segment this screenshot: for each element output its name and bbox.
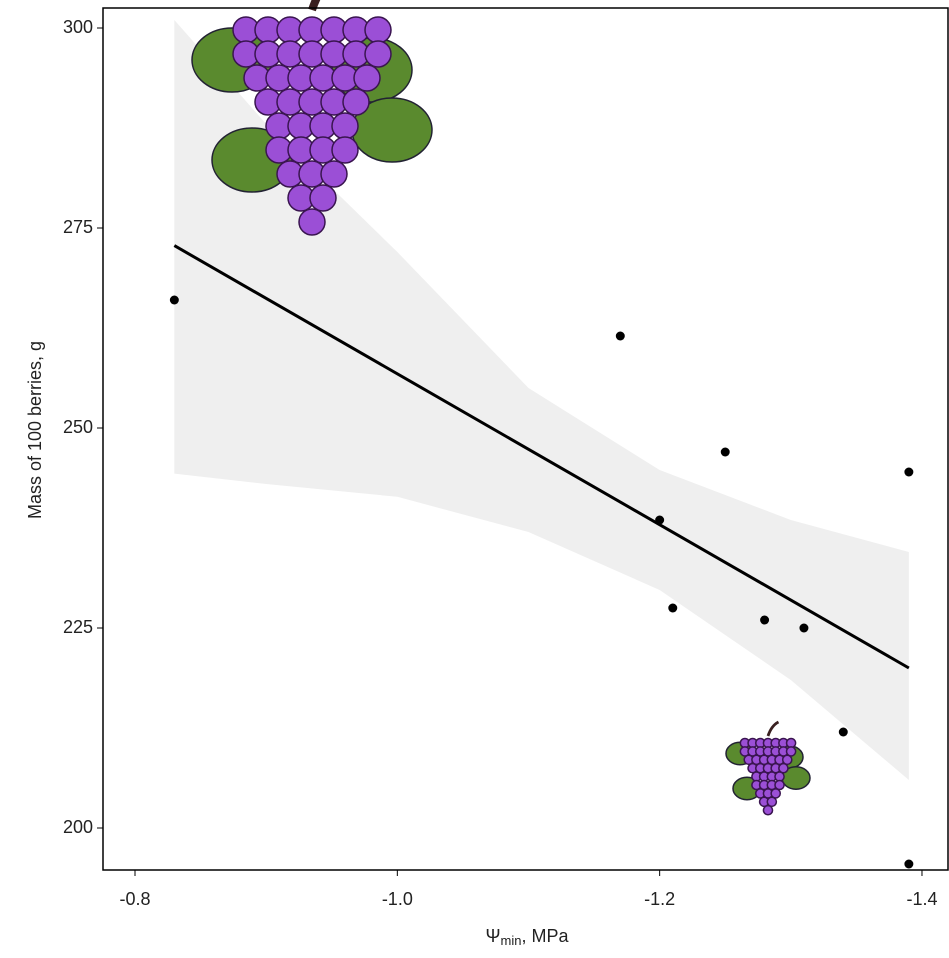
grape-berry — [774, 779, 785, 791]
grape-stem — [766, 720, 780, 737]
grape-berry — [331, 112, 359, 140]
grape-berry — [770, 788, 782, 799]
y-tick-label: 275 — [63, 217, 93, 237]
grape-berry — [785, 746, 797, 757]
plot-frame — [102, 7, 949, 871]
data-point — [799, 623, 809, 633]
grape-icon — [725, 720, 811, 816]
grape-berry — [778, 762, 789, 774]
x-axis-label: Ψmin, MPa — [485, 926, 569, 949]
decoration — [191, 0, 811, 816]
confidence-band — [174, 20, 909, 780]
x-tick-label: -1.2 — [644, 889, 675, 909]
grape-berry — [766, 796, 778, 808]
x-axis-symbol: Ψ — [485, 926, 500, 946]
fit-line — [173, 244, 910, 670]
x-tick-label: -1.0 — [382, 889, 413, 909]
y-tick-label: 250 — [63, 417, 93, 437]
x-axis-unit: , MPa — [521, 926, 569, 946]
grape-berry — [331, 136, 359, 164]
y-tick-label: 225 — [63, 617, 93, 637]
grape-berry — [781, 754, 793, 766]
data-point — [668, 603, 678, 613]
data-point — [904, 467, 914, 477]
grape-berry — [353, 64, 381, 92]
data-point — [655, 515, 665, 525]
data-point — [760, 615, 770, 625]
data-point — [904, 859, 914, 869]
data-point — [169, 295, 179, 305]
grape-icon — [191, 0, 433, 236]
grape-berry — [298, 208, 326, 236]
grape-berry — [320, 160, 348, 188]
band-layer — [174, 20, 909, 780]
data-point — [615, 331, 625, 341]
x-tick-label: -0.8 — [119, 889, 150, 909]
grape-berry — [342, 88, 370, 116]
grape-berry — [364, 40, 392, 68]
grape-berry — [762, 804, 774, 816]
y-tick-label: 200 — [63, 817, 93, 837]
data-point — [720, 447, 730, 457]
x-axis-subscript: min — [501, 933, 522, 948]
y-tick-label: 300 — [63, 17, 93, 37]
data-point — [838, 727, 848, 737]
grape-berry — [309, 184, 337, 212]
x-tick-label: -1.4 — [906, 889, 937, 909]
grape-stem — [308, 0, 321, 12]
y-axis-label: Mass of 100 berries, g — [25, 341, 45, 519]
grape-berry — [364, 16, 392, 44]
